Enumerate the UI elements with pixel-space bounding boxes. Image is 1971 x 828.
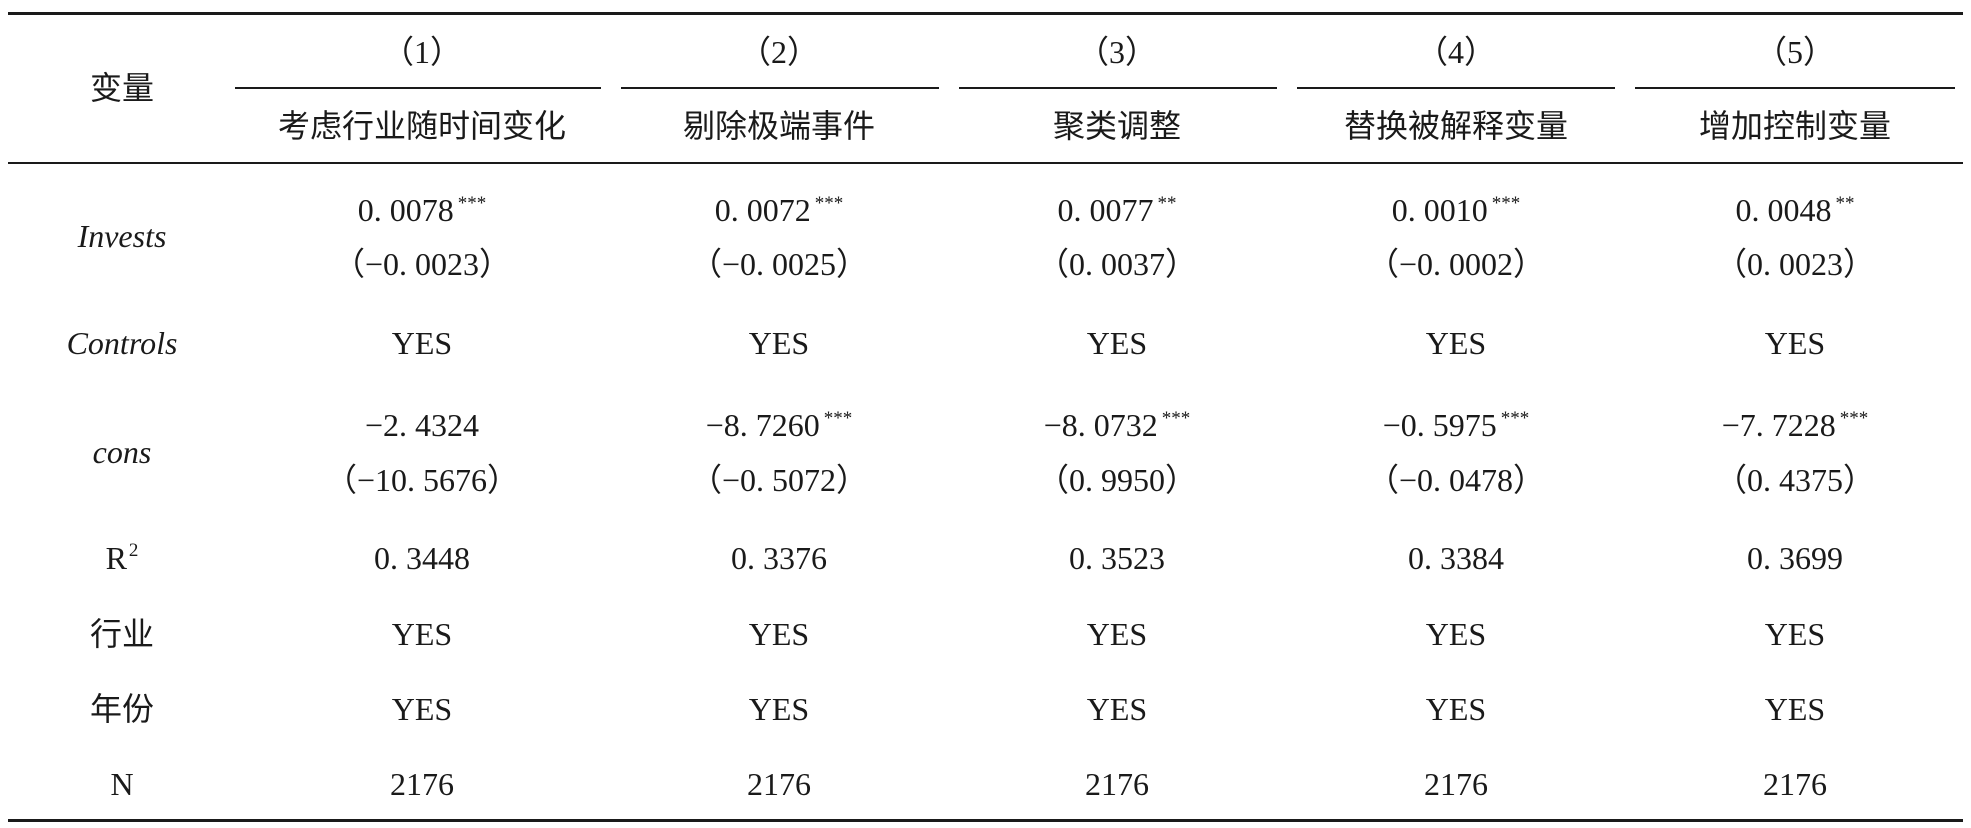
standard-error: （0. 9950） xyxy=(1036,462,1198,498)
header-label: 变量 xyxy=(89,70,155,106)
cell: YES xyxy=(1086,325,1148,361)
coefficient: −8. 7260 *** xyxy=(706,409,853,441)
row-label-text: 行业 xyxy=(89,616,155,652)
cell: 0. 3523 xyxy=(1069,540,1165,576)
significance-stars: ** xyxy=(1835,193,1855,214)
standard-error: （−0. 0023） xyxy=(332,246,512,282)
cell: YES xyxy=(1764,325,1826,361)
standard-error: （0. 4375） xyxy=(1714,462,1876,498)
cell: 2176 xyxy=(390,766,454,802)
significance-stars: *** xyxy=(1839,408,1869,429)
column-title: 替换被解释变量 xyxy=(1343,108,1569,144)
cell: YES xyxy=(1764,616,1826,652)
coefficient: 0. 0072 *** xyxy=(715,194,844,226)
coefficient-value: 0. 0077 xyxy=(1057,192,1154,228)
row-label: N xyxy=(110,768,133,800)
row-label-sup: 2 xyxy=(128,540,139,561)
coefficient: −7. 7228 *** xyxy=(1722,409,1869,441)
row-label: Invests xyxy=(78,220,167,252)
cell: 0. 3699 xyxy=(1747,540,1843,576)
column-number: （5） xyxy=(1754,34,1836,70)
column-title: 剔除极端事件 xyxy=(682,108,876,144)
cell: 2176 xyxy=(1424,766,1488,802)
coefficient-value: −8. 0732 xyxy=(1043,407,1158,443)
cell: YES xyxy=(391,616,453,652)
standard-error: （0. 0037） xyxy=(1036,246,1198,282)
cell: YES xyxy=(748,325,810,361)
cell: 0. 3448 xyxy=(374,540,470,576)
coefficient: 0. 0078 *** xyxy=(358,194,487,226)
cell: YES xyxy=(748,691,810,727)
column-rule xyxy=(621,87,939,89)
cell: 0. 3376 xyxy=(731,540,827,576)
cell: YES xyxy=(1764,691,1826,727)
significance-stars: ** xyxy=(1157,193,1177,214)
coefficient-value: −8. 7260 xyxy=(705,407,820,443)
bottom-rule xyxy=(8,819,1963,822)
cell: YES xyxy=(1086,691,1148,727)
column-number: （4） xyxy=(1415,34,1497,70)
cell: YES xyxy=(391,325,453,361)
coefficient-value: 0. 0072 xyxy=(714,192,811,228)
standard-error: （−0. 5072） xyxy=(689,462,869,498)
column-rule xyxy=(959,87,1277,89)
row-label-text: Controls xyxy=(66,325,178,361)
standard-error: （0. 0023） xyxy=(1714,246,1876,282)
top-rule xyxy=(8,12,1963,15)
cell: 0. 3384 xyxy=(1408,540,1504,576)
cell: YES xyxy=(391,691,453,727)
row-label-text: R xyxy=(105,540,127,576)
row-label: 年份 xyxy=(90,693,154,725)
cell: YES xyxy=(1425,616,1487,652)
standard-error: （−0. 0002） xyxy=(1366,246,1546,282)
column-title: 增加控制变量 xyxy=(1698,108,1892,144)
significance-stars: *** xyxy=(1161,408,1191,429)
row-label-text: 年份 xyxy=(89,691,155,727)
column-number: （3） xyxy=(1076,34,1158,70)
row-label-text: Invests xyxy=(77,218,167,254)
standard-error: （−0. 0478） xyxy=(1366,462,1546,498)
coefficient: 0. 0048 ** xyxy=(1736,194,1855,226)
significance-stars: *** xyxy=(1500,408,1530,429)
significance-stars: *** xyxy=(814,193,844,214)
coefficient: −0. 5975 *** xyxy=(1383,409,1530,441)
standard-error: （−0. 0025） xyxy=(689,246,869,282)
column-rule xyxy=(1297,87,1615,89)
coefficient-value: −7. 7228 xyxy=(1721,407,1836,443)
coefficient: 0. 0010 *** xyxy=(1392,194,1521,226)
coefficient-value: 0. 0048 xyxy=(1735,192,1832,228)
coefficient: −2. 4324 xyxy=(365,409,479,441)
row-label-text: cons xyxy=(92,434,152,470)
significance-stars: *** xyxy=(823,408,853,429)
coefficient-value: −2. 4324 xyxy=(364,407,480,443)
significance-stars: *** xyxy=(1491,193,1521,214)
row-label: Controls xyxy=(67,327,178,359)
coefficient: 0. 0077 ** xyxy=(1058,194,1177,226)
column-number: （1） xyxy=(381,34,463,70)
cell: YES xyxy=(1425,325,1487,361)
coefficient-value: −0. 5975 xyxy=(1382,407,1497,443)
cell: 2176 xyxy=(1085,766,1149,802)
cell: 2176 xyxy=(1763,766,1827,802)
cell: YES xyxy=(1086,616,1148,652)
standard-error: （−10. 5676） xyxy=(324,462,520,498)
coefficient: −8. 0732 *** xyxy=(1044,409,1191,441)
coefficient-value: 0. 0078 xyxy=(357,192,454,228)
header-rule xyxy=(8,162,1963,164)
row-label: 行业 xyxy=(90,618,154,650)
row-label: cons xyxy=(93,436,152,468)
significance-stars: *** xyxy=(457,193,487,214)
column-number: （2） xyxy=(738,34,820,70)
column-title: 考虑行业随时间变化 xyxy=(277,108,567,144)
column-title: 聚类调整 xyxy=(1052,108,1182,144)
column-rule xyxy=(1635,87,1955,89)
column-rule xyxy=(235,87,601,89)
cell: 2176 xyxy=(747,766,811,802)
coefficient-value: 0. 0010 xyxy=(1391,192,1488,228)
row-label-text: N xyxy=(110,766,134,802)
cell: YES xyxy=(748,616,810,652)
cell: YES xyxy=(1425,691,1487,727)
